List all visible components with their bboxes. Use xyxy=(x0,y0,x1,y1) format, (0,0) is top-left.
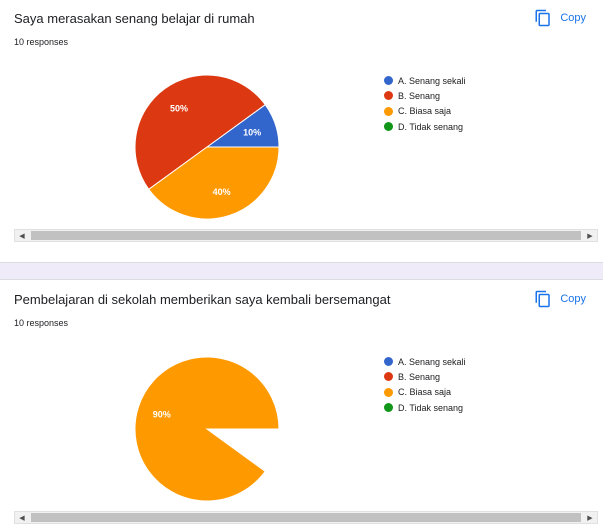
legend-dot xyxy=(384,403,393,413)
legend-item: A. Senang sekali xyxy=(384,354,466,369)
copy-label: Copy xyxy=(560,12,586,24)
chart-legend: A. Senang sekali B. Senang C. Biasa saja… xyxy=(384,354,466,415)
slice-label: 10% xyxy=(243,439,261,449)
scroll-right-arrow-icon[interactable]: ▶ xyxy=(587,232,593,240)
pie-chart: 90% 10% xyxy=(134,356,280,502)
response-count: 10 responses xyxy=(14,37,69,47)
horizontal-scrollbar[interactable]: ◀ ▶ xyxy=(14,229,598,242)
legend-label: C. Biasa saja xyxy=(398,106,452,117)
horizontal-scrollbar[interactable]: ◀ ▶ xyxy=(14,511,598,524)
slice-label: 40% xyxy=(213,187,231,197)
legend-dot xyxy=(384,357,393,367)
scroll-right-arrow-icon[interactable]: ▶ xyxy=(587,514,593,522)
slice-label: 50% xyxy=(170,104,188,114)
question-card-1: Saya merasakan senang belajar di rumah 1… xyxy=(0,0,603,262)
copy-label: Copy xyxy=(560,293,586,305)
copy-icon xyxy=(535,290,551,308)
copy-button[interactable]: Copy xyxy=(534,290,586,308)
legend-item: D. Tidak senang xyxy=(384,119,466,134)
legend-item: B. Senang xyxy=(384,88,466,103)
legend-dot xyxy=(384,372,393,382)
question-card-2: Pembelajaran di sekolah memberikan saya … xyxy=(0,280,603,528)
response-count: 10 responses xyxy=(14,318,69,328)
legend-label: C. Biasa saja xyxy=(398,387,452,398)
pie-slice[interactable] xyxy=(134,356,280,502)
legend-label: D. Tidak senang xyxy=(398,121,464,132)
pie-chart: 10% 50% 40% xyxy=(134,74,280,220)
pie-slice[interactable] xyxy=(134,74,266,191)
scroll-thumb[interactable] xyxy=(31,513,581,522)
legend-label: B. Senang xyxy=(398,90,441,101)
legend-item: D. Tidak senang xyxy=(384,400,466,415)
legend-dot xyxy=(384,106,393,116)
scroll-left-arrow-icon[interactable]: ◀ xyxy=(19,232,25,240)
legend-label: B. Senang xyxy=(398,371,441,382)
legend-item: C. Biasa saja xyxy=(384,385,466,400)
legend-dot xyxy=(384,76,393,86)
legend-item: A. Senang sekali xyxy=(384,73,466,88)
copy-button[interactable]: Copy xyxy=(534,9,586,27)
question-title: Saya merasakan senang belajar di rumah xyxy=(14,11,255,26)
legend-item: C. Biasa saja xyxy=(384,104,466,119)
chart-legend: A. Senang sekali B. Senang C. Biasa saja… xyxy=(384,73,466,134)
question-title: Pembelajaran di sekolah memberikan saya … xyxy=(14,292,391,307)
legend-dot xyxy=(384,91,393,101)
scroll-left-arrow-icon[interactable]: ◀ xyxy=(19,514,25,522)
legend-item: B. Senang xyxy=(384,369,466,384)
slice-label: 90% xyxy=(153,409,171,419)
scroll-thumb[interactable] xyxy=(31,231,581,240)
copy-icon xyxy=(535,9,551,27)
legend-label: A. Senang sekali xyxy=(398,356,466,367)
legend-dot xyxy=(384,387,393,397)
pie-slice[interactable] xyxy=(148,146,280,220)
legend-label: A. Senang sekali xyxy=(398,75,466,86)
legend-label: D. Tidak senang xyxy=(398,402,464,413)
legend-dot xyxy=(384,122,393,132)
slice-label: 10% xyxy=(243,127,261,137)
card-separator xyxy=(0,262,603,280)
